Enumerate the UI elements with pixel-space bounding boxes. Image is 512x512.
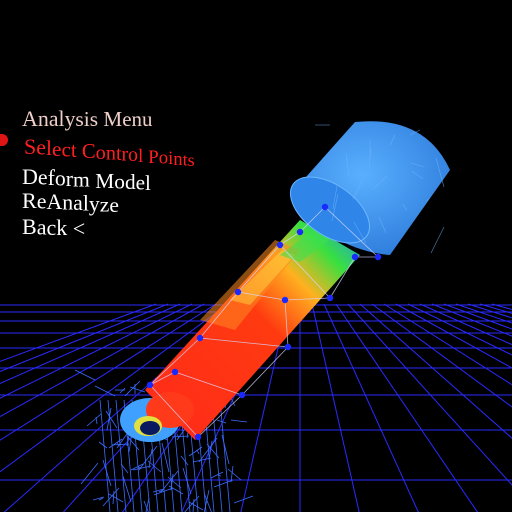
control-point[interactable] <box>194 433 202 441</box>
control-point[interactable] <box>321 203 329 211</box>
control-points[interactable] <box>146 203 382 441</box>
control-point[interactable] <box>234 288 242 296</box>
control-point[interactable] <box>374 253 382 261</box>
joint-hole <box>140 421 160 435</box>
menu-item-reanalyze[interactable]: ReAnalyze <box>22 188 119 217</box>
control-point[interactable] <box>276 241 284 249</box>
control-point[interactable] <box>146 381 154 389</box>
control-cage <box>149 206 379 438</box>
joint-base-hot <box>146 392 194 428</box>
control-point[interactable] <box>238 391 246 399</box>
control-point[interactable] <box>196 334 204 342</box>
selection-marker-icon <box>0 134 8 146</box>
control-point[interactable] <box>281 296 289 304</box>
menu-item-deform-model[interactable]: Deform Model <box>22 164 151 195</box>
stress-beam-core <box>230 250 295 305</box>
cap-cylinder[interactable] <box>279 121 450 256</box>
control-point[interactable] <box>326 294 334 302</box>
stress-beam[interactable] <box>145 220 360 440</box>
control-point[interactable] <box>296 228 304 236</box>
menu-item-back[interactable]: Back < <box>22 214 86 241</box>
control-point[interactable] <box>284 343 292 351</box>
menu-item-select-control-points[interactable]: Select Control Points <box>24 134 195 170</box>
menu-title: Analysis Menu <box>22 106 153 131</box>
control-point[interactable] <box>171 368 179 376</box>
control-point[interactable] <box>351 253 359 261</box>
